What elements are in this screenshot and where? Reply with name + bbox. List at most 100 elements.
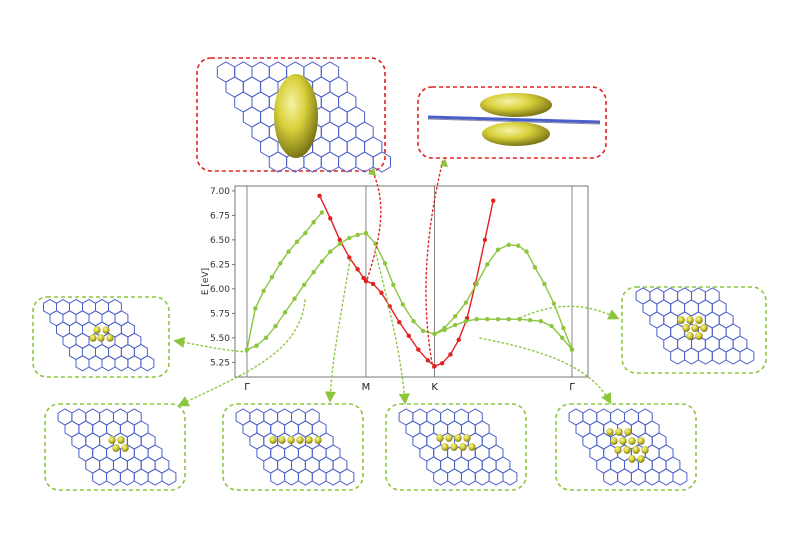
data-point <box>328 216 333 221</box>
isosurface-blob <box>450 443 458 451</box>
data-point <box>397 319 402 325</box>
inset-top-right-side-view <box>417 86 607 159</box>
isosurface-blob <box>436 434 444 442</box>
isosurface-blob <box>117 436 125 444</box>
isosurface-blob <box>269 436 277 444</box>
data-point <box>439 361 445 366</box>
isosurface-blob <box>287 436 295 444</box>
lattice-hexagon <box>339 468 355 486</box>
y-tick-label: 5.50 <box>210 334 230 344</box>
data-point <box>456 337 461 342</box>
y-tick-label: 6.25 <box>210 260 230 270</box>
isosurface-blob <box>112 444 120 452</box>
isosurface-blob <box>628 455 636 463</box>
y-tick-label: 5.25 <box>210 358 230 368</box>
data-point <box>411 318 416 324</box>
isosurface-blob <box>619 437 627 445</box>
data-point <box>452 314 458 319</box>
arrow-head <box>368 167 376 176</box>
inset-bottom-1 <box>44 403 186 491</box>
lattice-hexagon <box>739 347 755 365</box>
connector-arrow <box>365 169 382 284</box>
isosurface-blob <box>106 334 114 342</box>
data-point <box>347 255 352 260</box>
connector-arrow <box>425 159 444 369</box>
connector-arrow <box>177 299 306 407</box>
data-point <box>491 198 496 203</box>
data-point <box>391 282 396 288</box>
data-point <box>382 261 388 266</box>
isosurface-blob <box>700 324 708 332</box>
series-line-2 <box>246 211 323 350</box>
data-point <box>292 296 297 301</box>
data-point <box>524 249 529 254</box>
inset-right <box>621 286 767 374</box>
data-point <box>363 230 369 236</box>
isosurface-blob <box>637 455 645 463</box>
isosurface-blob <box>445 434 453 442</box>
data-point <box>448 352 453 357</box>
data-point <box>474 317 479 322</box>
data-point <box>560 335 565 341</box>
lattice-hexagon <box>502 468 518 486</box>
data-point <box>328 249 333 254</box>
inset-bottom-4 <box>555 403 697 491</box>
data-point <box>263 335 269 341</box>
data-point <box>474 281 479 287</box>
data-point <box>311 269 316 275</box>
lattice-hexagon <box>140 355 155 372</box>
graphene-sheet-edge <box>427 115 601 124</box>
isosurface-blob <box>628 437 636 445</box>
isosurface-ellipsoid <box>274 74 318 158</box>
data-point <box>495 317 501 322</box>
data-point <box>282 310 288 315</box>
data-point <box>482 237 488 243</box>
inset-top-left-ellipsoid <box>196 57 391 173</box>
x-tick-label: M <box>362 382 371 393</box>
isosurface-lower-lobe <box>482 122 550 146</box>
isosurface-blob <box>459 443 467 451</box>
x-tick-label: Γ <box>569 382 575 393</box>
series-line-3 <box>434 244 573 350</box>
data-point <box>495 247 501 252</box>
inset-connectors <box>173 158 620 407</box>
arrow-head <box>440 158 448 167</box>
data-point <box>244 347 250 352</box>
data-point <box>337 237 342 243</box>
isosurface-blob <box>102 326 110 334</box>
y-axis-label: E [eV] <box>201 268 211 295</box>
data-point <box>406 333 411 339</box>
isosurface-blob <box>682 324 690 332</box>
isosurface-blob <box>305 436 313 444</box>
data-point <box>278 261 283 266</box>
isosurface-blob <box>614 446 622 454</box>
data-point <box>551 301 557 306</box>
y-tick-label: 5.75 <box>210 309 230 319</box>
data-point <box>319 259 325 264</box>
data-point <box>311 220 316 225</box>
data-point <box>400 302 406 307</box>
isosurface-blob <box>121 444 129 452</box>
series-line-1 <box>246 232 573 351</box>
data-point <box>337 241 342 246</box>
data-point <box>303 230 308 236</box>
isosurface-blob <box>623 446 631 454</box>
isosurface-blob <box>637 437 645 445</box>
connector-arrow <box>324 259 351 403</box>
data-point <box>516 243 521 248</box>
data-point <box>485 317 490 322</box>
connector-arrow <box>479 337 612 405</box>
isosurface-blob <box>93 326 101 334</box>
isosurface-blob <box>314 436 322 444</box>
isosurface-blob <box>97 334 105 342</box>
data-point <box>506 242 511 247</box>
isosurface-blob <box>606 428 614 436</box>
data-point <box>452 322 458 328</box>
data-point <box>286 249 291 254</box>
isosurface-blob <box>695 316 703 324</box>
isosurface-blob <box>454 434 462 442</box>
data-point <box>561 325 566 331</box>
lattice-hexagon <box>672 468 688 486</box>
isosurface-blob <box>108 436 116 444</box>
